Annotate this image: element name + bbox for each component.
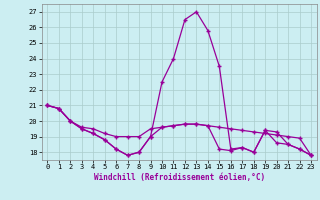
X-axis label: Windchill (Refroidissement éolien,°C): Windchill (Refroidissement éolien,°C) [94, 173, 265, 182]
